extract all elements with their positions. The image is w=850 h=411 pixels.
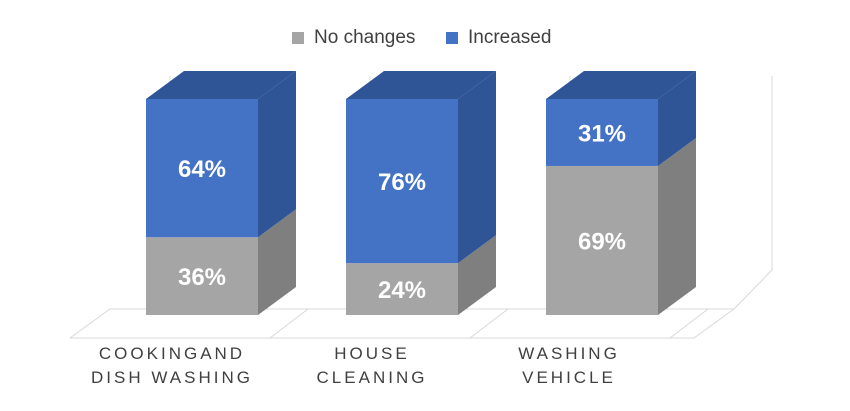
- legend: No changes Increased: [0, 27, 850, 53]
- category-label-line: CLEANING: [316, 368, 428, 387]
- category-label-line: VEHICLE: [522, 368, 616, 387]
- category-label-line: HOUSE: [334, 344, 410, 363]
- bar-front-increased: [146, 99, 258, 238]
- chart-bars: [146, 71, 696, 315]
- bar-front-increased: [346, 99, 458, 264]
- data-label-no-changes: 24%: [378, 277, 426, 304]
- data-label-increased: 64%: [178, 156, 226, 183]
- category-label-cooking-and-dish-washing: COOKINGAND DISH WASHING: [72, 342, 272, 390]
- category-label-house-cleaning: HOUSE CLEANING: [272, 342, 472, 390]
- bar-side-increased: [258, 71, 296, 238]
- side-wall-outline: [733, 76, 773, 310]
- data-label-no-changes: 36%: [178, 264, 226, 291]
- bar-top-increased: [346, 71, 496, 99]
- category-label-washing-vehicle: WASHING VEHICLE: [469, 342, 669, 390]
- category-label-line: DISH WASHING: [91, 368, 253, 387]
- data-labels: 36% 64% 24% 76% 69% 31%: [178, 120, 626, 304]
- data-label-increased: 31%: [578, 120, 626, 147]
- bar-front-no-changes: [146, 237, 258, 315]
- legend-label-no-changes: No changes: [314, 27, 416, 48]
- bar-front-no-changes: [346, 263, 458, 315]
- bar-side-no-changes: [458, 235, 496, 315]
- floor-divider: [669, 308, 709, 339]
- bar-front-increased: [546, 99, 658, 166]
- bar-side-no-changes: [258, 209, 296, 315]
- floor-divider: [469, 308, 509, 339]
- bar-top-increased: [546, 71, 696, 99]
- legend-swatch-no-changes: [292, 32, 304, 44]
- data-label-no-changes: 69%: [578, 228, 626, 255]
- legend-swatch-increased: [446, 32, 458, 44]
- bar-side-increased: [658, 71, 696, 166]
- bar-front-no-changes: [546, 165, 658, 315]
- category-label-line: WASHING: [518, 344, 620, 363]
- data-label-increased: 76%: [378, 169, 426, 196]
- bar-top-increased: [146, 71, 296, 99]
- category-label-line: COOKINGAND: [98, 344, 246, 363]
- bar-side-increased: [458, 71, 496, 264]
- bar-side-no-changes: [658, 137, 696, 315]
- chart-walls: [69, 76, 773, 339]
- floor-divider: [269, 308, 309, 339]
- legend-label-increased: Increased: [468, 27, 552, 48]
